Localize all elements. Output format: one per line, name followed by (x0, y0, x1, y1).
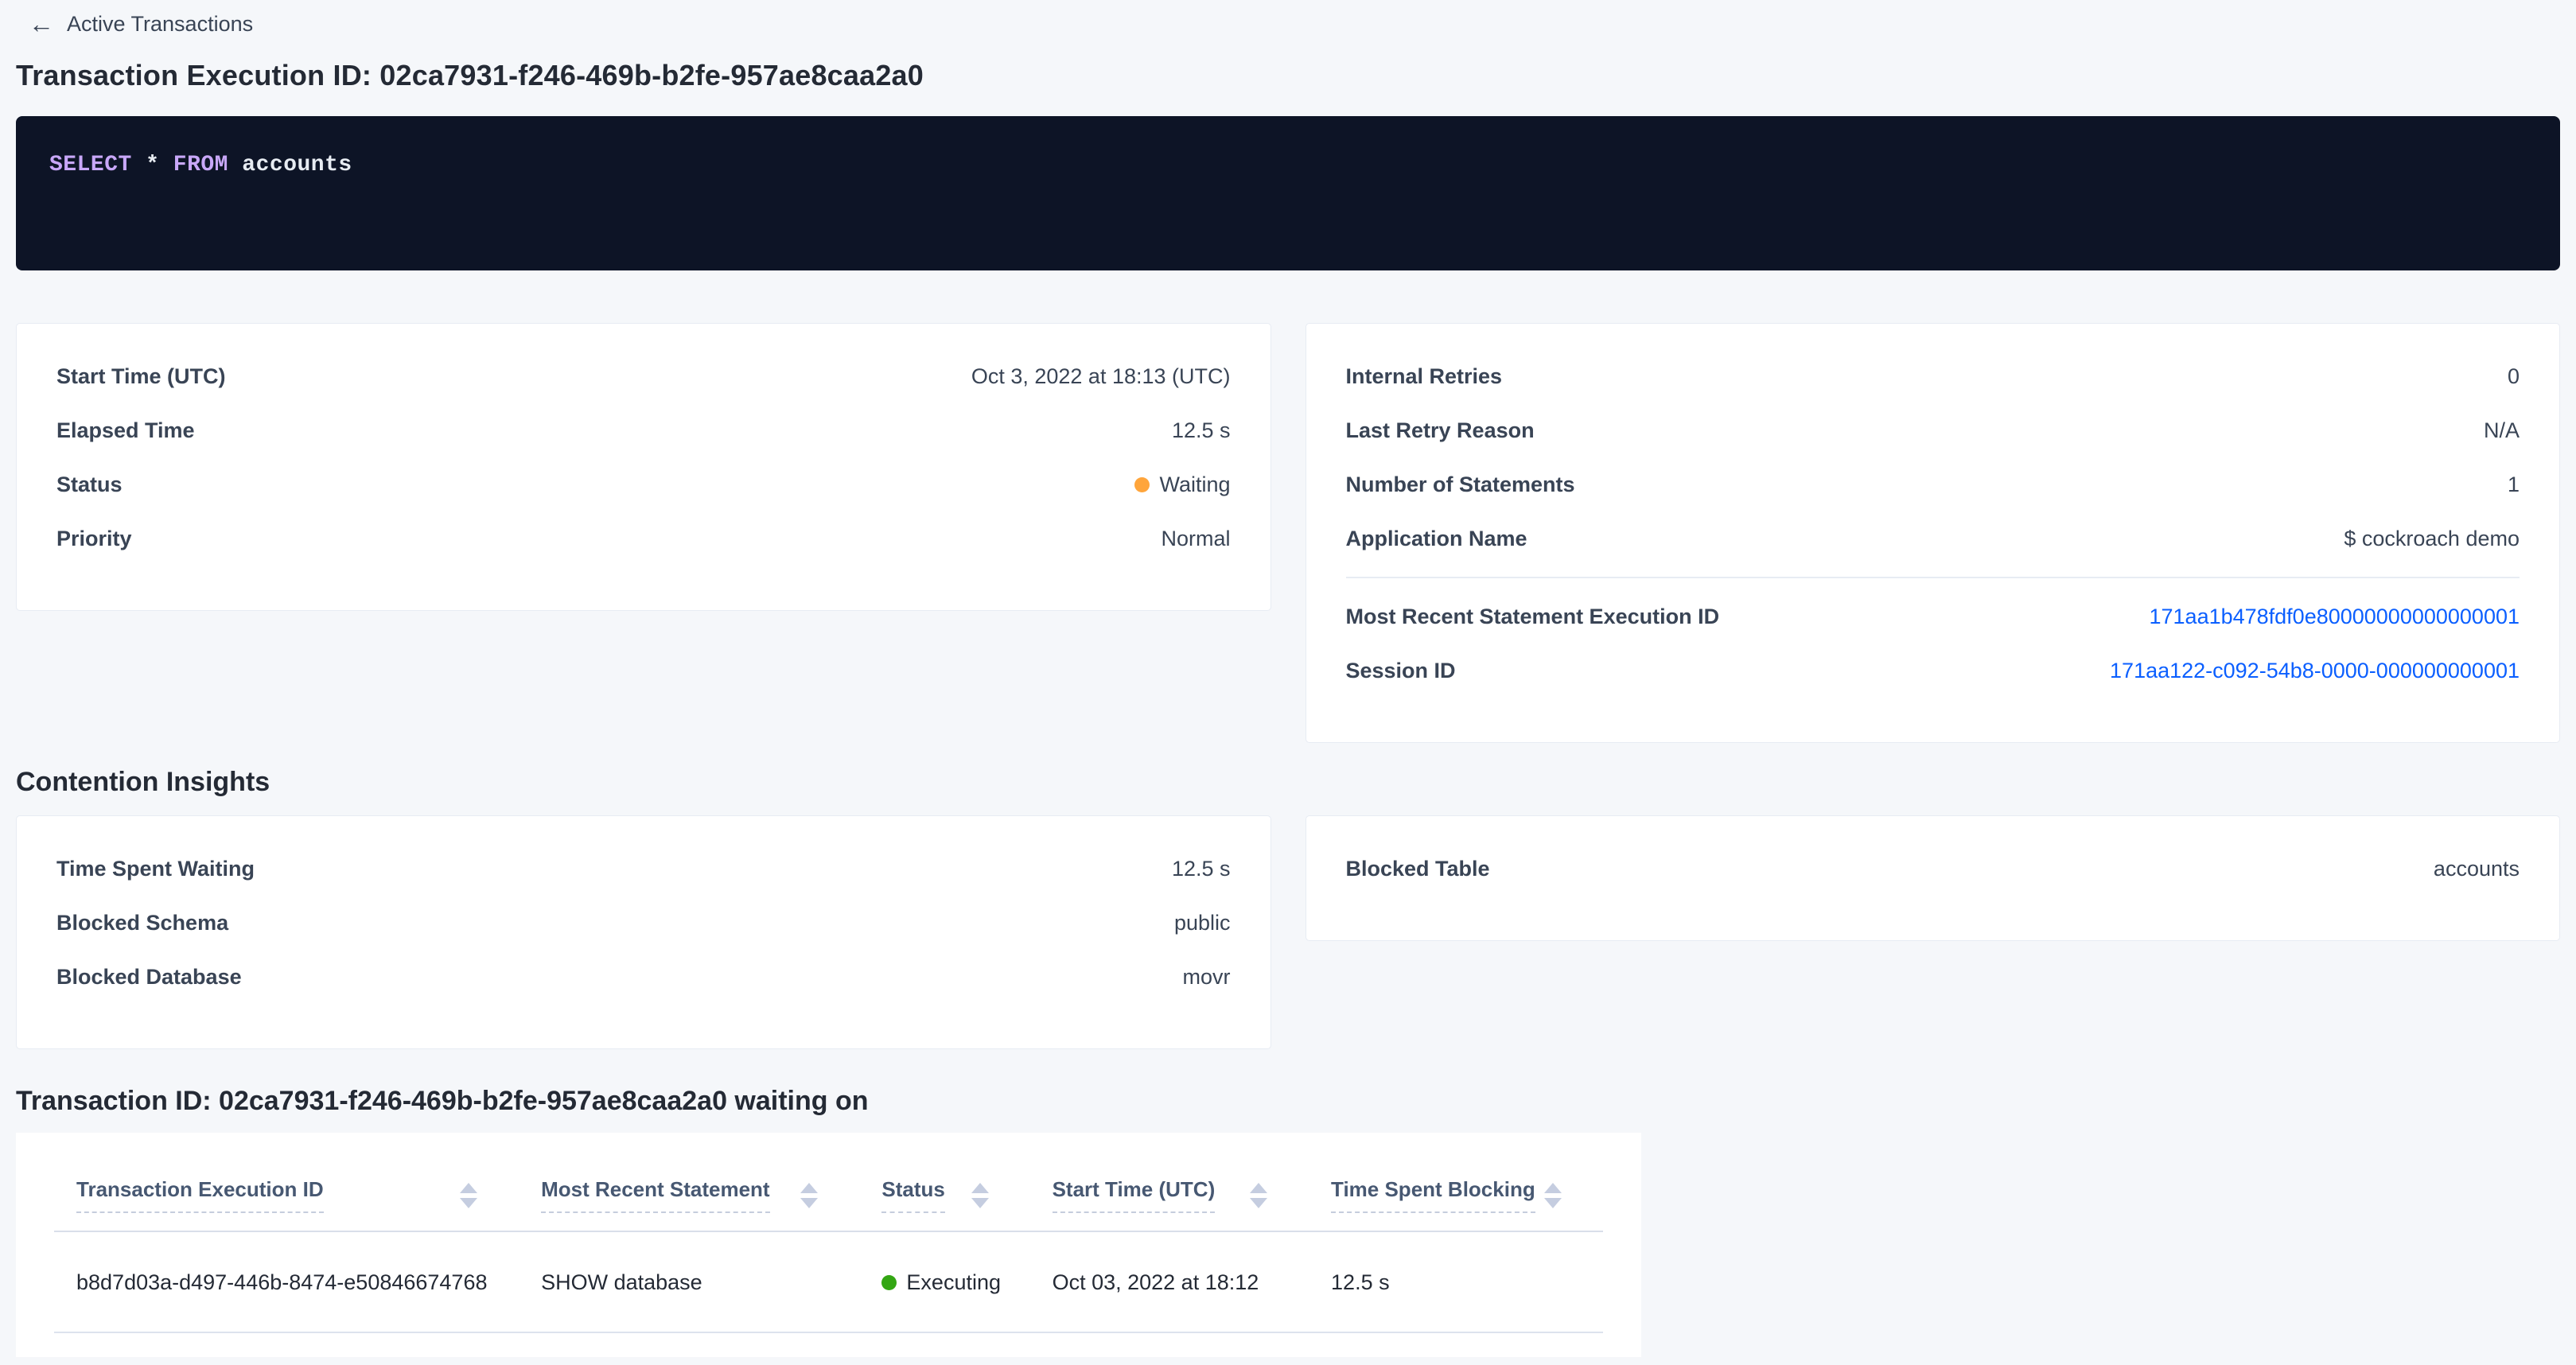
priority-row: Priority Normal (56, 511, 1231, 566)
application-name-value: $ cockroach demo (2344, 526, 2520, 550)
cell-transaction-execution-id: b8d7d03a-d497-446b-8474-e50846674768 (54, 1231, 519, 1333)
contention-details-card: Time Spent Waiting 12.5 s Blocked Schema… (16, 815, 1271, 1049)
elapsed-time-value: 12.5 s (1171, 418, 1231, 442)
sql-statement-box: SELECT * FROM accounts (16, 116, 2560, 270)
internal-retries-label: Internal Retries (1345, 364, 1503, 388)
sql-star: * (146, 153, 160, 177)
last-retry-reason-value: N/A (2483, 418, 2520, 442)
table-row: b8d7d03a-d497-446b-8474-e50846674768 SHO… (54, 1231, 1603, 1333)
status-value: Waiting (1134, 472, 1231, 497)
time-spent-waiting-label: Time Spent Waiting (56, 856, 255, 881)
elapsed-time-row: Elapsed Time 12.5 s (56, 403, 1231, 457)
sort-icon (1544, 1182, 1562, 1208)
details-cards-row: Start Time (UTC) Oct 3, 2022 at 18:13 (U… (16, 323, 2560, 743)
application-name-label: Application Name (1345, 526, 1527, 550)
status-label: Status (56, 472, 123, 496)
column-header-status[interactable]: Status (859, 1149, 1030, 1232)
waiting-on-heading: Transaction ID: 02ca7931-f246-469b-b2fe-… (16, 1086, 869, 1116)
blocked-table-value: accounts (2433, 856, 2520, 881)
back-link-label: Active Transactions (67, 11, 254, 36)
column-header-time-spent-blocking[interactable]: Time Spent Blocking (1309, 1149, 1603, 1232)
column-header-label: Most Recent Statement (541, 1177, 770, 1213)
cell-status: Executing (859, 1231, 1030, 1333)
column-header-most-recent-statement[interactable]: Most Recent Statement (519, 1149, 860, 1232)
blocked-database-label: Blocked Database (56, 964, 242, 989)
page-title: Transaction Execution ID: 02ca7931-f246-… (16, 59, 924, 91)
blocked-schema-row: Blocked Schema public (56, 896, 1231, 950)
blocked-table-row: Blocked Table accounts (1346, 842, 2520, 896)
blocked-schema-label: Blocked Schema (56, 910, 229, 935)
session-id-row: Session ID 171aa122-c092-54b8-0000-00000… (1346, 644, 2520, 698)
status-text: Waiting (1159, 472, 1231, 496)
column-header-transaction-execution-id[interactable]: Transaction Execution ID (54, 1149, 519, 1232)
sql-keyword-select: SELECT (49, 153, 132, 177)
transaction-summary-card: Start Time (UTC) Oct 3, 2022 at 18:13 (U… (16, 323, 1271, 611)
column-header-label: Time Spent Blocking (1331, 1177, 1535, 1213)
last-retry-reason-label: Last Retry Reason (1345, 418, 1535, 442)
column-header-label: Status (881, 1177, 945, 1213)
statement-execution-id-label: Most Recent Statement Execution ID (1345, 604, 1720, 628)
waiting-transactions-table-container: Transaction Execution ID Most Recent Sta… (16, 1133, 1641, 1357)
session-id-link[interactable]: 171aa122-c092-54b8-0000-000000000001 (2110, 658, 2520, 682)
blocked-schema-value: public (1173, 910, 1231, 935)
cell-start-time: Oct 03, 2022 at 18:12 (1029, 1231, 1309, 1333)
number-of-statements-label: Number of Statements (1345, 472, 1575, 496)
column-header-label: Transaction Execution ID (76, 1177, 324, 1213)
execution-details-card: Internal Retries 0 Last Retry Reason N/A… (1305, 323, 2560, 743)
application-name-row: Application Name $ cockroach demo (1346, 511, 2520, 566)
blocked-table-label: Blocked Table (1345, 856, 1490, 881)
number-of-statements-row: Number of Statements 1 (1346, 457, 2520, 511)
contention-cards-row: Time Spent Waiting 12.5 s Blocked Schema… (16, 815, 2560, 1049)
session-id-label: Session ID (1345, 658, 1456, 682)
statement-execution-id-link[interactable]: 171aa1b478fdf0e80000000000000001 (2149, 604, 2520, 628)
time-spent-waiting-row: Time Spent Waiting 12.5 s (56, 842, 1231, 896)
executing-status-dot-icon (881, 1275, 897, 1290)
sql-keyword-from: FROM (173, 153, 228, 177)
contention-insights-heading: Contention Insights (16, 767, 270, 797)
column-header-label: Start Time (UTC) (1052, 1177, 1216, 1213)
start-time-label: Start Time (UTC) (56, 364, 226, 388)
statement-execution-id-row: Most Recent Statement Execution ID 171aa… (1346, 589, 2520, 644)
blocked-database-value: movr (1182, 964, 1231, 989)
internal-retries-value: 0 (2507, 364, 2520, 388)
sort-icon (460, 1182, 478, 1208)
start-time-row: Start Time (UTC) Oct 3, 2022 at 18:13 (U… (56, 349, 1231, 403)
back-link[interactable]: ← Active Transactions (29, 11, 253, 37)
sort-icon (971, 1182, 989, 1208)
cell-most-recent-statement: SHOW database (519, 1231, 860, 1333)
sort-icon (800, 1182, 819, 1208)
time-spent-waiting-value: 12.5 s (1171, 856, 1231, 881)
sort-icon (1250, 1182, 1268, 1208)
card-divider (1345, 577, 2520, 578)
table-header-row: Transaction Execution ID Most Recent Sta… (54, 1149, 1603, 1232)
blocked-database-row: Blocked Database movr (56, 950, 1231, 1004)
last-retry-reason-row: Last Retry Reason N/A (1346, 403, 2520, 457)
internal-retries-row: Internal Retries 0 (1346, 349, 2520, 403)
start-time-value: Oct 3, 2022 at 18:13 (UTC) (971, 364, 1231, 388)
elapsed-time-label: Elapsed Time (56, 418, 195, 442)
back-arrow-icon: ← (29, 10, 54, 38)
status-row: Status Waiting (56, 457, 1231, 511)
waiting-transactions-table: Transaction Execution ID Most Recent Sta… (54, 1149, 1603, 1333)
sql-table-name: accounts (242, 153, 352, 177)
column-header-start-time[interactable]: Start Time (UTC) (1029, 1149, 1309, 1232)
waiting-status-dot-icon (1134, 476, 1150, 492)
blocked-table-card: Blocked Table accounts (1305, 815, 2560, 941)
number-of-statements-value: 1 (2507, 472, 2520, 496)
cell-time-spent-blocking: 12.5 s (1309, 1231, 1603, 1333)
priority-label: Priority (56, 526, 132, 550)
priority-value: Normal (1161, 526, 1231, 550)
cell-status-text: Executing (906, 1270, 1001, 1294)
